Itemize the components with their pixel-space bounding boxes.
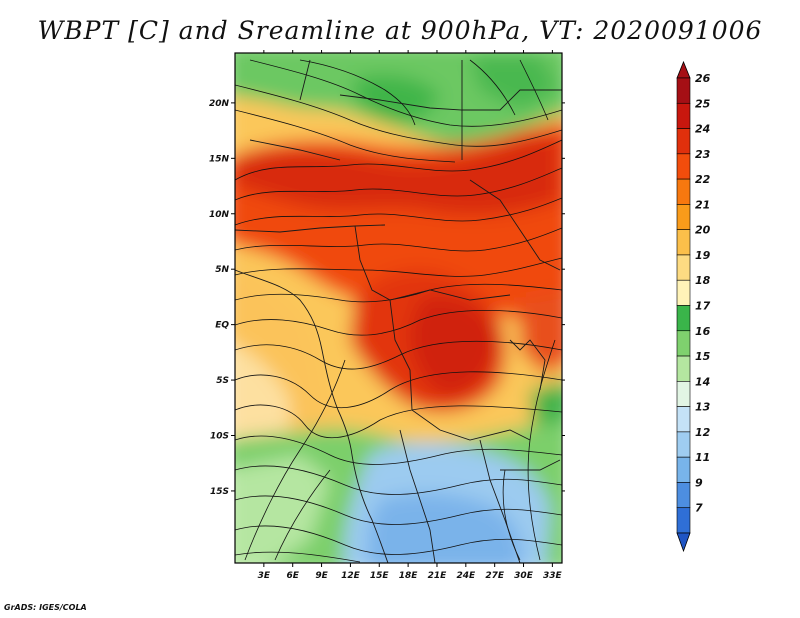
lon-tick-label: 12E: [341, 571, 361, 581]
lon-tick-label: 18E: [399, 571, 419, 581]
colorbar-label: 25: [695, 97, 711, 110]
colorbar-swatch: [676, 355, 691, 382]
colorbar-swatch: [676, 229, 691, 256]
colorbar-swatch: [676, 482, 691, 509]
colorbar-label: 21: [695, 198, 710, 211]
colorbar-top-arrow: [676, 60, 691, 79]
lon-tick-label: 33E: [543, 571, 563, 581]
colorbar-label: 18: [695, 274, 711, 287]
colorbar-label: 24: [695, 123, 710, 136]
colorbar-swatch: [676, 406, 691, 433]
colorbar-swatch: [676, 102, 691, 129]
lat-tick-label: 10S: [210, 432, 229, 442]
colorbar-swatch: [676, 279, 691, 306]
colorbar-label: 14: [695, 375, 710, 388]
colorbar-swatch: [676, 456, 691, 483]
lon-tick-label: 3E: [258, 571, 271, 581]
colorbar-swatch: [676, 153, 691, 180]
colorbar-label: 17: [695, 300, 711, 313]
chart-title: WBPT [C] and Sreamline at 900hPa, VT: 20…: [37, 16, 763, 45]
lon-tick-label: 27E: [485, 571, 505, 581]
colorbar-swatch: [676, 305, 691, 332]
latitude-axis: 20N 15N 10N 5N EQ 5S 10S 15S: [209, 99, 565, 497]
lon-tick-label: 30E: [514, 571, 534, 581]
lon-tick-label: 21E: [428, 571, 448, 581]
colorbar-bottom-arrow: [676, 532, 691, 553]
streamline-layer: [235, 59, 562, 563]
lon-tick-label: 6E: [286, 571, 299, 581]
colorbar-label: 22: [695, 173, 711, 186]
colorbar-swatch: [676, 330, 691, 357]
lat-tick-label: 10N: [209, 210, 230, 220]
colorbar-swatch: [676, 431, 691, 458]
lon-tick-label: 24E: [456, 571, 476, 581]
lat-tick-label: 5S: [216, 376, 229, 386]
colorbar-label: 9: [695, 476, 703, 489]
lon-tick-label: 15E: [370, 571, 390, 581]
longitude-axis: 3E 6E 9E 12E 15E 18E 21E 24E 27E 30E 33E: [258, 50, 563, 581]
lon-tick-label: 9E: [315, 571, 328, 581]
colorbar-swatch: [676, 507, 691, 534]
wbpt-shaded-field: [235, 53, 562, 563]
colorbar-label: 26: [695, 72, 711, 85]
colorbar-swatch: [676, 204, 691, 230]
colorbar-swatch: [676, 128, 691, 155]
colorbar-label: 13: [695, 401, 711, 414]
colorbar-label: 15: [695, 350, 711, 363]
colorbar-swatch: [676, 178, 691, 205]
lat-tick-label: 15S: [210, 487, 229, 497]
colorbar-swatch: [676, 381, 691, 407]
lat-tick-label: 20N: [209, 99, 230, 109]
map-frame: [234, 52, 563, 564]
lat-tick-label: 15N: [209, 154, 230, 164]
colorbar-label: 20: [695, 224, 711, 237]
colorbar: 26 25 24 23 22 21 20 19 18 17 16 15 14 13 12 11 9 7: [676, 60, 711, 553]
colorbar-swatch: [676, 254, 691, 281]
colorbar-label: 16: [695, 325, 711, 338]
country-boundaries: [235, 59, 562, 563]
lat-tick-label: EQ: [215, 321, 229, 331]
grads-credit: GrADS: IGES/COLA: [4, 603, 87, 612]
colorbar-label: 7: [695, 502, 703, 515]
colorbar-label: 19: [695, 249, 711, 262]
colorbar-label: 11: [695, 451, 710, 464]
colorbar-label: 12: [695, 426, 711, 439]
colorbar-label: 23: [695, 148, 711, 161]
lat-tick-label: 5N: [215, 265, 229, 275]
colorbar-swatch: [676, 77, 691, 104]
